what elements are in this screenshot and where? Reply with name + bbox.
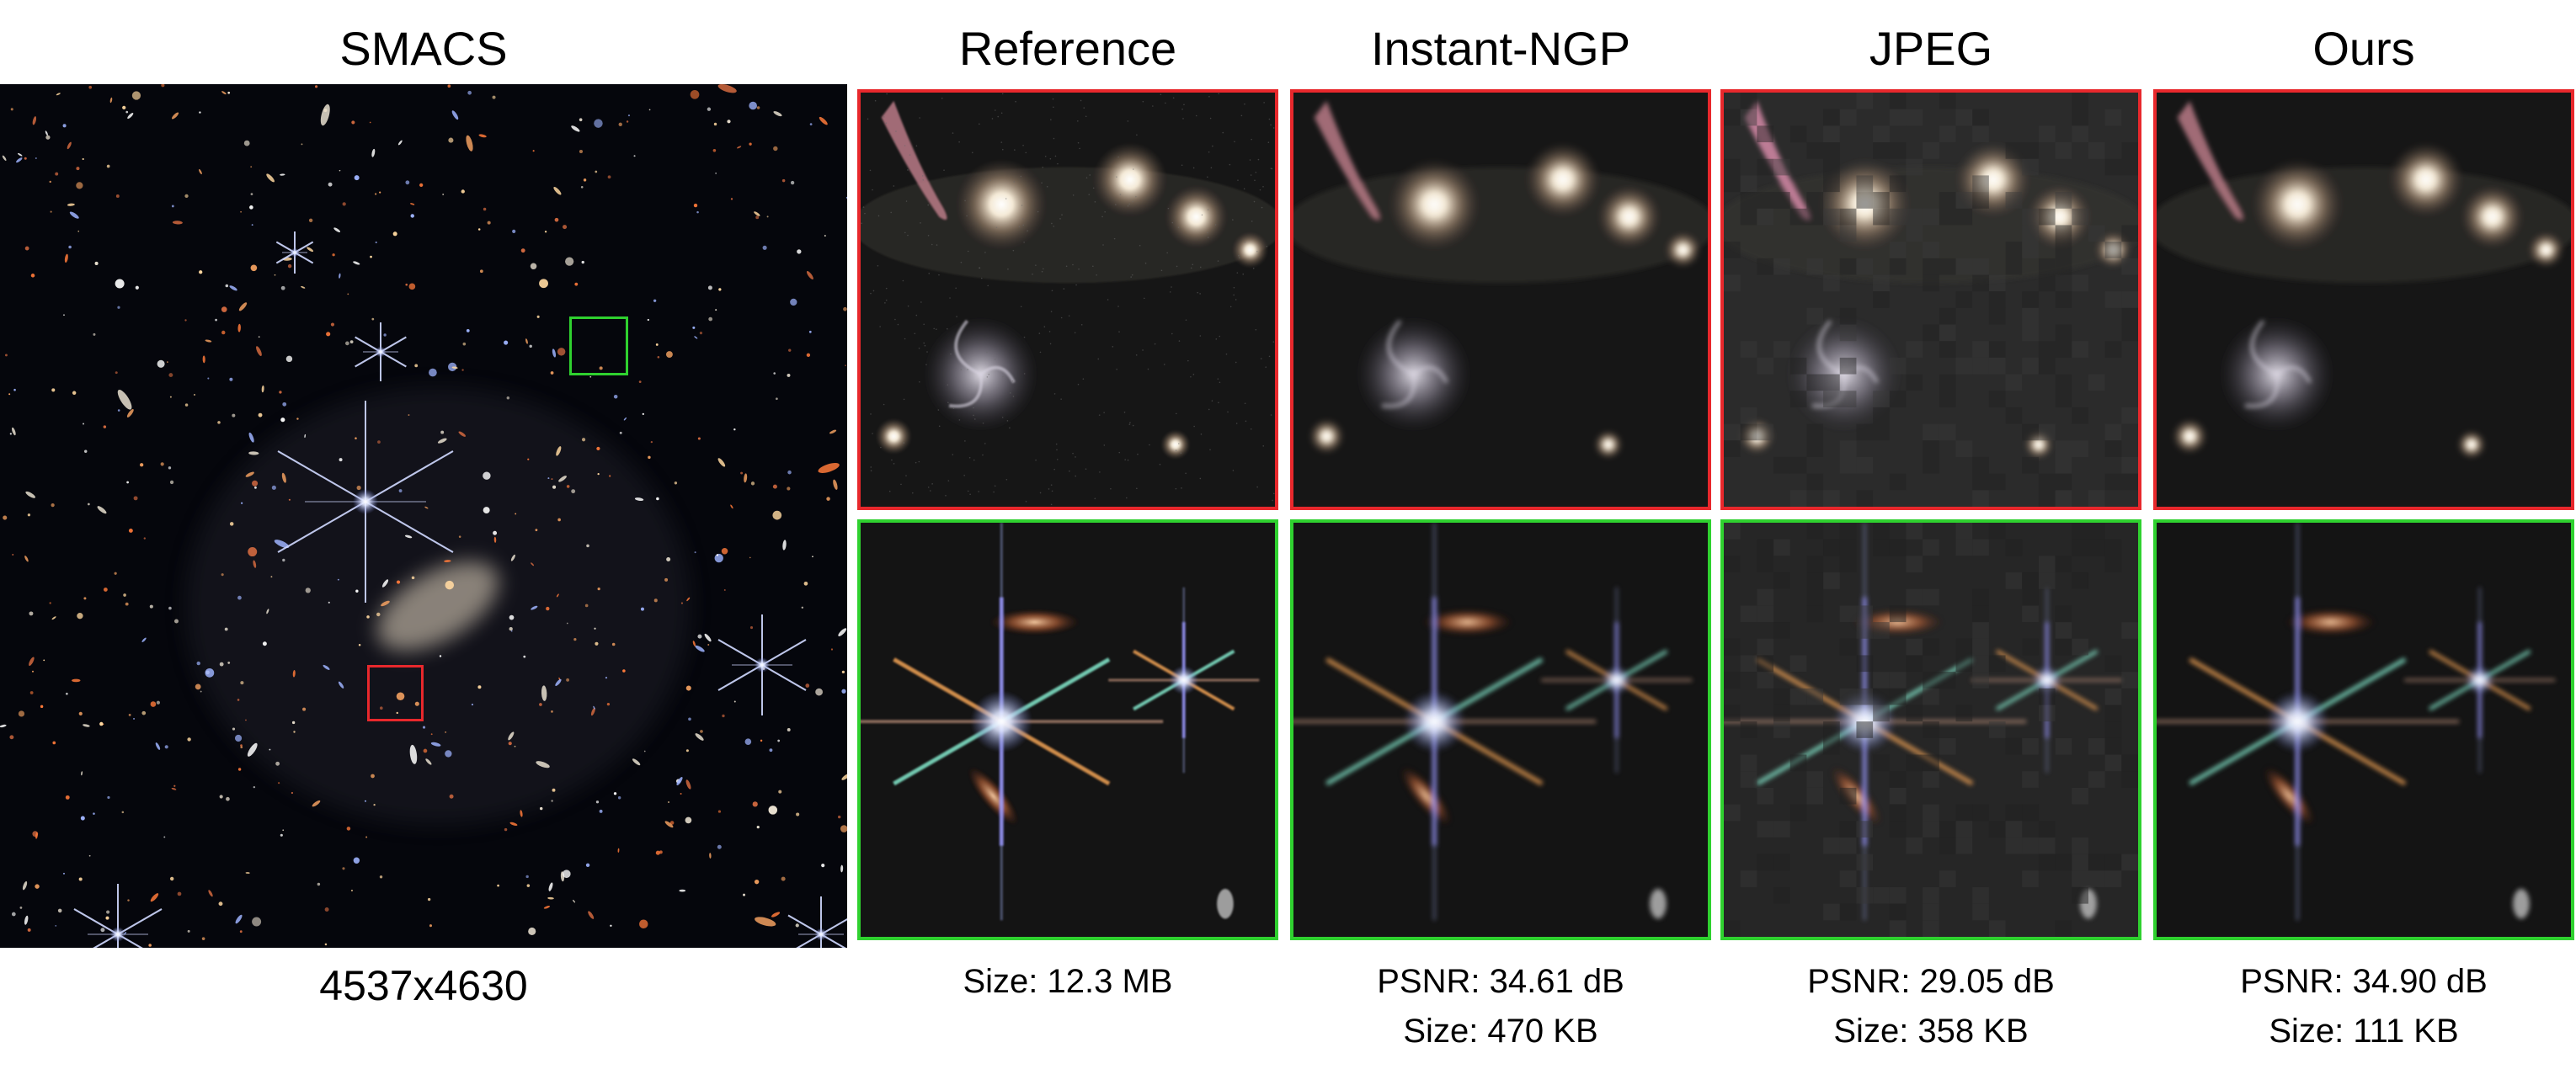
green-crop-ours [2153,519,2574,940]
column-title-instant-ngp: Instant-NGP [1370,22,1631,75]
red-crop-box [367,665,424,721]
caption-ours-psnr: PSNR: 34.90 dB [2240,963,2488,1000]
caption-instant-ngp-size: Size: 470 KB [1403,1013,1598,1050]
caption-ours-size: Size: 111 KB [2269,1013,2459,1050]
red-crop-instant-ngp [1290,89,1711,510]
green-crop-jpeg [1720,519,2141,940]
column-title-ours: Ours [2312,22,2415,75]
red-crop-ours [2153,89,2574,510]
column-title-jpeg: JPEG [1869,22,1993,75]
caption-jpeg-psnr: PSNR: 29.05 dB [1807,963,2055,1000]
smacs-overview-image [0,84,847,948]
overview-title: SMACS [339,22,508,75]
column-title-reference: Reference [958,22,1177,75]
red-crop-reference [857,89,1278,510]
caption-instant-ngp-psnr: PSNR: 34.61 dB [1377,963,1624,1000]
caption-jpeg-size: Size: 358 KB [1833,1013,2029,1050]
green-crop-instant-ngp [1290,519,1711,940]
green-crop-box [569,316,628,375]
red-crop-jpeg [1720,89,2141,510]
overview-dimensions: 4537x4630 [319,962,528,1009]
green-crop-reference [857,519,1278,940]
caption-reference-size: Size: 12.3 MB [963,963,1173,1000]
